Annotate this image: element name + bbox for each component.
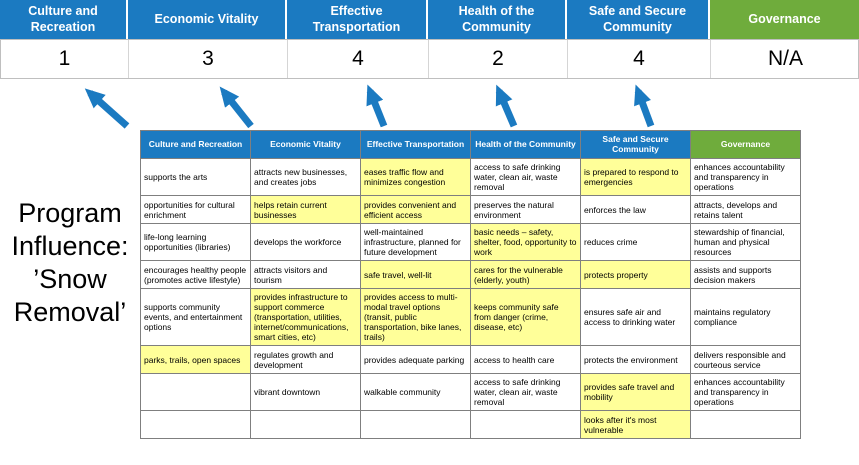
matrix-cell-r5-c6: maintains regulatory compliance bbox=[691, 289, 801, 347]
matrix-cell-r4-c2: attracts visitors and tourism bbox=[251, 261, 361, 290]
matrix-cell-r5-c4: keeps community safe from danger (crime,… bbox=[471, 289, 581, 347]
matrix-cell-r6-c3: provides adequate parking bbox=[361, 346, 471, 375]
summary-header-row: Culture and Recreation Economic Vitality E… bbox=[0, 0, 859, 39]
matrix-cell-r3-c1: life-long learning opportunities (librar… bbox=[141, 224, 251, 262]
matrix-cell-r7-c4: access to safe drinking water, clean air… bbox=[471, 374, 581, 412]
matrix-cell-r1-c1: supports the arts bbox=[141, 159, 251, 197]
matrix-cell-r8-c1 bbox=[141, 411, 251, 440]
matrix-cell-r7-c3: walkable community bbox=[361, 374, 471, 412]
matrix-header-economic-vitality: Economic Vitality bbox=[251, 131, 361, 159]
matrix-cell-r4-c5: protects property bbox=[581, 261, 691, 290]
matrix-cell-r7-c5: provides safe travel and mobility bbox=[581, 374, 691, 412]
matrix-cell-r2-c2: helps retain current businesses bbox=[251, 196, 361, 225]
summary-score-governance: N/A bbox=[767, 47, 803, 70]
matrix-cell-r1-c6: enhances accountability and transparency… bbox=[691, 159, 801, 197]
influence-matrix: Culture and Recreation Economic Vitality E… bbox=[140, 130, 801, 440]
summary-header-economic-vitality: Economic Vitality bbox=[128, 0, 287, 39]
matrix-header-effective-transportation: Effective Transportation bbox=[361, 131, 471, 159]
matrix-cell-r8-c2 bbox=[251, 411, 361, 440]
matrix-cell-r2-c1: opportunities for cultural enrichment bbox=[141, 196, 251, 225]
matrix-cell-r3-c5: reduces crime bbox=[581, 224, 691, 262]
summary-header-safe-and-secure-community: Safe and Secure Community bbox=[567, 0, 710, 39]
matrix-header-safe-and-secure-community: Safe and Secure Community bbox=[581, 131, 691, 159]
matrix-cell-r7-c1 bbox=[141, 374, 251, 412]
matrix-cell-r8-c3 bbox=[361, 411, 471, 440]
summary-header-culture-and-recreation: Culture and Recreation bbox=[0, 0, 128, 39]
summary-score-effective-transportation: 4 bbox=[288, 40, 429, 78]
matrix-cell-r8-c4 bbox=[471, 411, 581, 440]
matrix-cell-r2-c4: preserves the natural environment bbox=[471, 196, 581, 225]
matrix-header-culture-and-recreation: Culture and Recreation bbox=[141, 131, 251, 159]
summary-score-safe-and-secure-community: 4 bbox=[568, 40, 711, 78]
matrix-cell-r8-c5: looks after it's most vulnerable bbox=[581, 411, 691, 440]
summary-score-culture-and-recreation: 1 bbox=[1, 40, 129, 78]
matrix-cell-r1-c4: access to safe drinking water, clean air… bbox=[471, 159, 581, 197]
influence-arrow-2 bbox=[219, 86, 254, 129]
matrix-cell-r6-c6: delivers responsible and courteous servi… bbox=[691, 346, 801, 375]
matrix-cell-r1-c3: eases traffic flow and minimizes congest… bbox=[361, 159, 471, 197]
matrix-cell-r2-c6: attracts, develops and retains talent bbox=[691, 196, 801, 225]
matrix-cell-r3-c2: develops the workforce bbox=[251, 224, 361, 262]
matrix-cell-r1-c5: is prepared to respond to emergencies bbox=[581, 159, 691, 197]
summary-score-row: 1 3 4 2 4 N/A bbox=[0, 39, 859, 79]
matrix-header-governance: Governance bbox=[691, 131, 801, 159]
influence-arrow-1 bbox=[84, 88, 130, 129]
summary-score-economic-vitality: 3 bbox=[129, 40, 288, 78]
matrix-cell-r4-c4: cares for the vulnerable (elderly, youth… bbox=[471, 261, 581, 290]
matrix-cell-r3-c4: basic needs – safety, shelter, food, opp… bbox=[471, 224, 581, 262]
matrix-cell-r6-c4: access to health care bbox=[471, 346, 581, 375]
matrix-cell-r2-c5: enforces the law bbox=[581, 196, 691, 225]
influence-arrow-5 bbox=[634, 84, 655, 128]
influence-arrow-3 bbox=[366, 84, 388, 128]
summary-header-effective-transportation: Effective Transportation bbox=[287, 0, 428, 39]
matrix-cell-r3-c3: well-maintained infrastructure, planned … bbox=[361, 224, 471, 262]
matrix-header-health-of-the-community: Health of the Community bbox=[471, 131, 581, 159]
matrix-cell-r6-c2: regulates growth and development bbox=[251, 346, 361, 375]
matrix-cell-r5-c2: provides infrastructure to support comme… bbox=[251, 289, 361, 347]
matrix-cell-r6-c1: parks, trails, open spaces bbox=[141, 346, 251, 375]
matrix-cell-r5-c5: ensures safe air and access to drinking … bbox=[581, 289, 691, 347]
summary-header-governance: Governance bbox=[710, 0, 859, 39]
matrix-cell-r4-c1: encourages healthy people (promotes acti… bbox=[141, 261, 251, 290]
program-influence-label: Program Influence: ’Snow Removal’ bbox=[11, 198, 129, 327]
matrix-cell-r4-c6: assists and supports decision makers bbox=[691, 261, 801, 290]
matrix-cell-r1-c2: attracts new businesses, and creates job… bbox=[251, 159, 361, 197]
matrix-cell-r3-c6: stewardship of financial, human and phys… bbox=[691, 224, 801, 262]
summary-score-health-of-the-community: 2 bbox=[429, 40, 568, 78]
matrix-cell-r6-c5: protects the environment bbox=[581, 346, 691, 375]
matrix-cell-r8-c6 bbox=[691, 411, 801, 440]
matrix-cell-r5-c3: provides access to multi-modal travel op… bbox=[361, 289, 471, 347]
matrix-cell-r2-c3: provides convenient and efficient access bbox=[361, 196, 471, 225]
matrix-cell-r7-c2: vibrant downtown bbox=[251, 374, 361, 412]
matrix-cell-r7-c6: enhances accountability and transparency… bbox=[691, 374, 801, 412]
influence-arrow-4 bbox=[495, 84, 518, 128]
matrix-cell-r4-c3: safe travel, well-lit bbox=[361, 261, 471, 290]
summary-header-health-of-the-community: Health of the Community bbox=[428, 0, 567, 39]
matrix-cell-r5-c1: supports community events, and entertain… bbox=[141, 289, 251, 347]
